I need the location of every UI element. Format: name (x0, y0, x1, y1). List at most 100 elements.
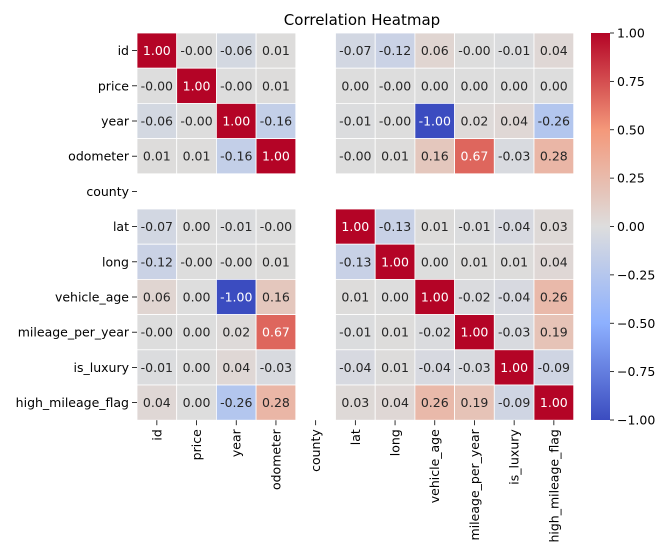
heatmap-cell (374, 314, 416, 351)
heatmap-cell (414, 349, 455, 386)
colorbar-tick-label: 1.00 (617, 26, 645, 41)
y-tick-label: mileage_per_year (18, 325, 130, 340)
heatmap-cell (493, 208, 535, 245)
cell-value-label: 0.01 (262, 78, 290, 93)
colorbar-tick-label: −0.75 (617, 364, 655, 379)
heatmap-cell (454, 349, 495, 386)
heatmap-cell (374, 32, 416, 69)
heatmap-cell (176, 208, 217, 245)
colorbar-tick-label: −1.00 (617, 413, 655, 428)
cell-value-label: 0.01 (341, 290, 369, 305)
cell-value-label: 0.67 (262, 325, 290, 340)
heatmap-cell (335, 349, 376, 386)
cell-value-label: -0.06 (141, 114, 173, 129)
cell-value-label: 0.04 (381, 395, 409, 410)
heatmap-cell (255, 278, 297, 315)
cell-value-label: -0.26 (538, 114, 570, 129)
heatmap-cell (454, 384, 495, 421)
heatmap-cell (493, 349, 535, 386)
heatmap-cell (255, 32, 297, 69)
cell-value-label: 0.26 (421, 395, 449, 410)
heatmap-cell (215, 243, 257, 280)
heatmap-cell (533, 349, 575, 386)
cell-value-label: -0.00 (458, 43, 490, 58)
cell-value-label: -0.00 (141, 325, 173, 340)
cell-value-label: 0.00 (540, 78, 568, 93)
cell-value-label: -0.01 (498, 43, 530, 58)
heatmap-cell (335, 208, 376, 245)
cell-value-label: -0.01 (220, 219, 252, 234)
heatmap-cell (215, 32, 257, 69)
heatmap-cell (493, 278, 535, 315)
cell-value-label: 0.01 (262, 43, 290, 58)
cell-value-label: 0.26 (540, 290, 568, 305)
cell-value-label: -0.00 (379, 114, 411, 129)
cell-value-label: 0.03 (341, 395, 369, 410)
cell-value-label: -0.07 (339, 43, 371, 58)
cell-value-label: 0.16 (262, 290, 290, 305)
heatmap-cell (215, 349, 257, 386)
cell-value-label: 0.00 (421, 254, 449, 269)
cell-value-label: 0.02 (461, 114, 489, 129)
cell-value-label: 0.01 (421, 219, 449, 234)
heatmap-cell (454, 103, 495, 140)
heatmap-cell (414, 103, 455, 140)
cell-value-label: 0.04 (500, 114, 528, 129)
heatmap-cell (374, 243, 416, 280)
cell-value-label: -0.03 (498, 325, 530, 340)
colorbar-tick-label: 0.50 (617, 122, 645, 137)
cell-value-label: -1.00 (220, 290, 252, 305)
heatmap-cell (454, 314, 495, 351)
colorbar-tick-label: −0.50 (617, 316, 655, 331)
cell-value-label: -0.00 (180, 43, 212, 58)
heatmap-value-labels: 1.00 -0.00 -0.06 0.01 -0.07 -0.12 0.06 -0.00 -0.… (141, 43, 570, 410)
cell-value-label: 1.00 (222, 114, 250, 129)
heatmap-cell (215, 314, 257, 351)
heatmap-cell (414, 278, 455, 315)
heatmap-cell (454, 32, 495, 69)
cell-value-label: -0.16 (260, 114, 292, 129)
heatmap-cell (335, 314, 376, 351)
heatmap-cell (255, 208, 297, 245)
heatmap-cell (493, 384, 535, 421)
cell-value-label: -0.12 (379, 43, 411, 58)
heatmap-cell (454, 278, 495, 315)
heatmap-cell (454, 208, 495, 245)
cell-value-label: 0.01 (461, 254, 489, 269)
cell-value-label: 0.00 (500, 78, 528, 93)
cell-value-label: 0.28 (262, 395, 290, 410)
colorbar-tick-label: 0.75 (617, 74, 645, 89)
cell-value-label: -0.13 (379, 219, 411, 234)
cell-value-label: 0.06 (421, 43, 449, 58)
cell-value-label: 0.02 (222, 325, 250, 340)
cell-value-label: 0.16 (421, 149, 449, 164)
cell-value-label: 0.01 (381, 360, 409, 375)
cell-value-label: 1.00 (540, 395, 568, 410)
heatmap-cell (414, 67, 455, 104)
cell-value-label: 1.00 (461, 325, 489, 340)
heatmap-cell (136, 138, 178, 175)
heatmap-cell (215, 103, 257, 140)
y-tick-label: id (118, 43, 129, 58)
cell-value-label: -0.00 (180, 254, 212, 269)
cell-value-label: -0.13 (339, 254, 371, 269)
cell-value-label: 0.01 (381, 149, 409, 164)
heatmap-cell (335, 384, 376, 421)
cell-value-label: 0.67 (461, 149, 489, 164)
x-tick-label: long (388, 429, 403, 456)
x-tick-label: county (308, 429, 323, 472)
colorbar-tick-label: 0.25 (617, 171, 645, 186)
cell-value-label: 0.04 (222, 360, 250, 375)
heatmap-cell (215, 208, 257, 245)
x-tick-label: lat (348, 429, 363, 445)
cell-value-label: -0.06 (220, 43, 252, 58)
heatmap-cell (533, 314, 575, 351)
cell-value-label: 0.01 (500, 254, 528, 269)
cell-value-label: 1.00 (183, 78, 211, 93)
heatmap-cell (533, 138, 575, 175)
cell-value-label: 0.01 (143, 149, 171, 164)
heatmap-cell (255, 103, 297, 140)
cell-value-label: -0.03 (260, 360, 292, 375)
cell-value-label: 1.00 (262, 149, 290, 164)
